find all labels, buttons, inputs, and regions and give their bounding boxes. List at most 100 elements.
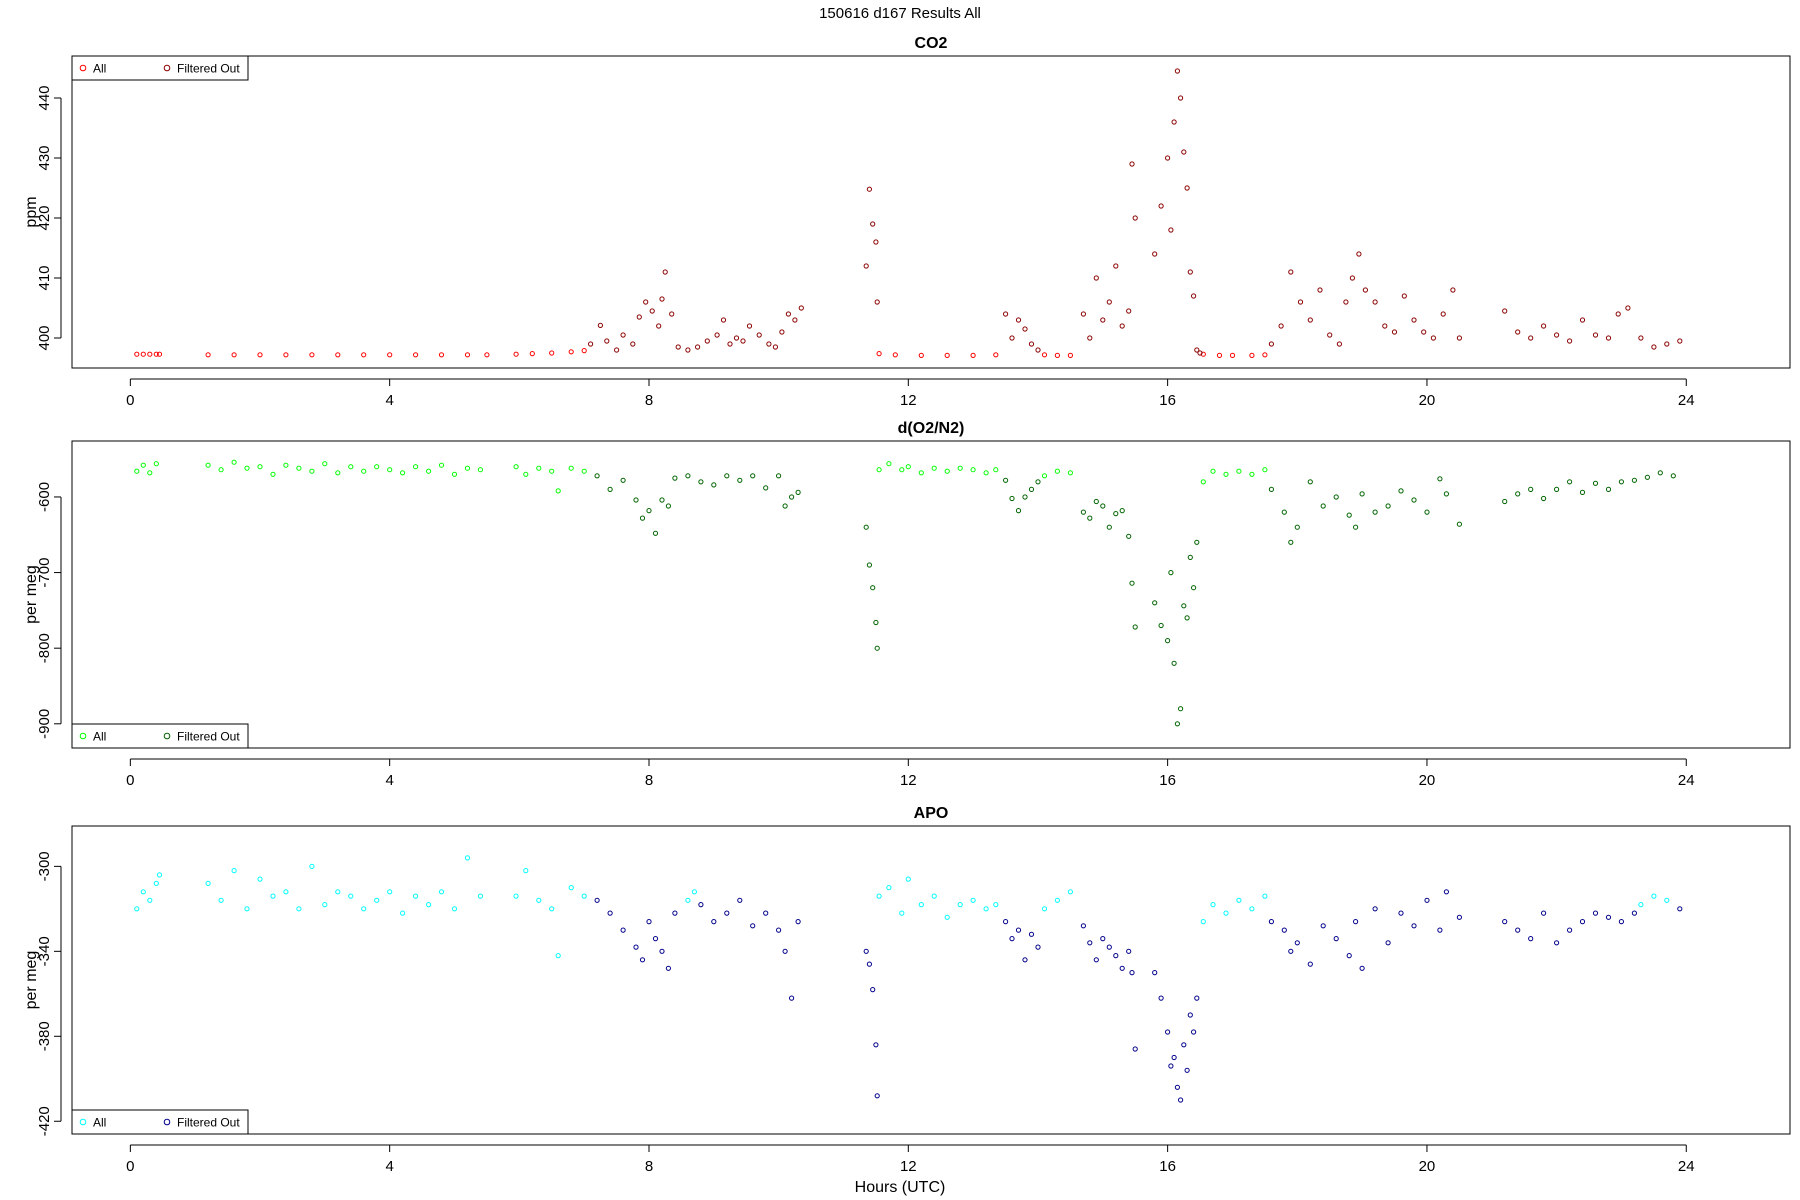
- data-point: [1262, 893, 1268, 899]
- data-point: [795, 919, 801, 925]
- data-point: [1054, 468, 1061, 474]
- data-point: [665, 503, 672, 509]
- data-point: [1528, 335, 1534, 341]
- data-point: [607, 910, 613, 916]
- data-point: [413, 464, 419, 470]
- data-point: [147, 470, 153, 476]
- data-point: [714, 332, 720, 338]
- data-point: [581, 468, 587, 474]
- data-point: [633, 944, 639, 950]
- legend-marker: [79, 732, 87, 740]
- data-point: [1401, 293, 1407, 299]
- legend-label: Filtered Out: [177, 730, 240, 744]
- data-point: [1028, 486, 1035, 492]
- legend-label: All: [93, 730, 106, 744]
- data-point: [1515, 329, 1521, 335]
- data-point: [873, 1042, 879, 1048]
- data-point: [1424, 897, 1430, 903]
- data-point: [1262, 467, 1268, 473]
- series-filtered-out: [594, 889, 1683, 1103]
- data-point: [1437, 476, 1443, 482]
- data-point: [1502, 498, 1508, 505]
- data-point: [1187, 1012, 1193, 1018]
- data-point: [866, 961, 873, 967]
- data-point: [863, 524, 869, 530]
- data-point: [724, 910, 730, 916]
- data-point: [659, 948, 665, 954]
- data-point: [662, 269, 668, 275]
- data-point: [737, 477, 743, 483]
- data-point: [523, 868, 529, 874]
- data-point: [876, 467, 882, 473]
- data-point: [536, 465, 542, 471]
- data-point: [1440, 311, 1446, 317]
- data-point: [1307, 479, 1313, 485]
- data-point: [789, 494, 795, 500]
- data-point: [257, 352, 263, 358]
- data-point: [348, 464, 354, 470]
- data-point: [1067, 889, 1074, 895]
- data-point: [1113, 510, 1119, 517]
- data-point: [1249, 352, 1255, 358]
- data-point: [477, 467, 483, 473]
- plot-frame: [71, 440, 1791, 749]
- data-point: [614, 347, 620, 353]
- data-point: [257, 876, 263, 882]
- data-point: [1320, 923, 1326, 929]
- data-point: [652, 936, 659, 942]
- data-point: [1041, 352, 1048, 358]
- data-point: [549, 468, 555, 474]
- data-point: [1015, 317, 1022, 323]
- data-point: [1152, 600, 1158, 606]
- data-point: [698, 902, 704, 908]
- data-point: [646, 508, 652, 514]
- data-point: [484, 352, 490, 358]
- series-filtered-out: [594, 470, 1676, 727]
- data-point: [873, 619, 879, 626]
- y-tick-label: -420: [36, 1106, 53, 1136]
- data-point: [309, 352, 315, 358]
- data-point: [1450, 287, 1456, 293]
- data-point: [695, 344, 701, 350]
- data-point: [905, 464, 911, 470]
- data-point: [322, 902, 328, 908]
- data-point: [863, 948, 869, 954]
- data-point: [1288, 539, 1294, 545]
- data-point: [1009, 936, 1015, 942]
- data-point: [620, 927, 626, 933]
- data-point: [140, 462, 146, 468]
- data-point: [1554, 486, 1560, 492]
- data-point: [766, 341, 772, 347]
- data-point: [918, 902, 924, 908]
- legend: All Filtered Out: [71, 723, 249, 749]
- data-point: [763, 485, 769, 491]
- data-point: [1106, 944, 1112, 950]
- data-point: [720, 317, 727, 323]
- data-point: [740, 338, 746, 344]
- data-point: [724, 473, 730, 479]
- data-point: [1288, 269, 1294, 275]
- data-point: [335, 352, 341, 358]
- series-filtered-out: [588, 68, 1683, 356]
- data-point: [1307, 961, 1313, 967]
- data-point: [1152, 970, 1158, 976]
- data-point: [1168, 227, 1174, 233]
- x-tick-label: 0: [126, 392, 134, 409]
- data-point: [1541, 495, 1547, 502]
- panel-0: CO2 ppm 0 4 8 12 16 20 24 400 410 420 430 440 All Filte…: [23, 35, 1791, 409]
- data-point: [1288, 948, 1294, 954]
- y-tick-label: 410: [36, 265, 53, 290]
- data-point: [134, 906, 140, 912]
- data-point: [1126, 533, 1132, 539]
- data-point: [1579, 489, 1586, 495]
- data-point: [361, 906, 367, 912]
- data-point: [588, 341, 594, 347]
- data-point: [1528, 486, 1534, 492]
- data-point: [1087, 515, 1093, 521]
- x-tick-label: 0: [126, 772, 134, 789]
- x-tick-label: 20: [1419, 392, 1436, 409]
- data-point: [756, 332, 762, 338]
- panel-title: APO: [914, 805, 949, 822]
- data-point: [1592, 332, 1599, 338]
- legend-marker: [163, 64, 171, 72]
